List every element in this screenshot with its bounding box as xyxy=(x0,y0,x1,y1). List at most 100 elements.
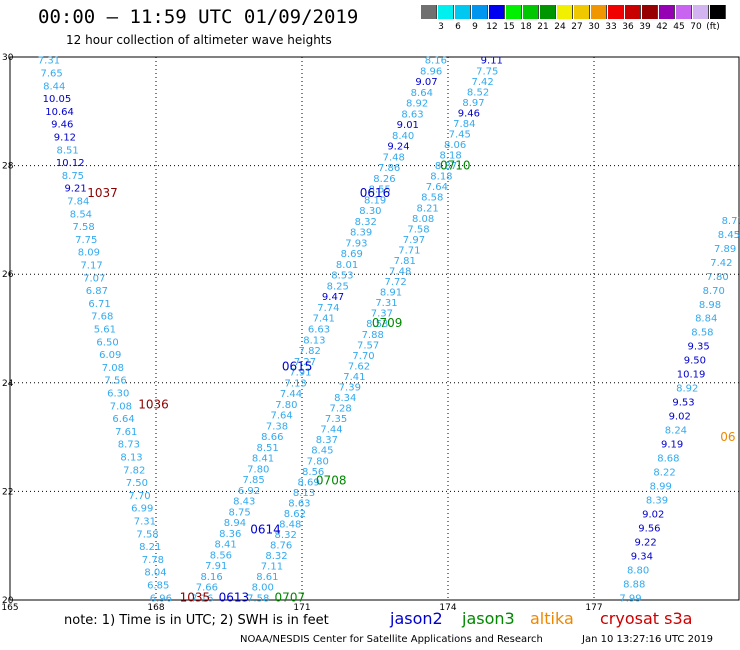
color-swatch xyxy=(523,5,539,19)
wave-height-point: 7.41 xyxy=(313,314,335,325)
wave-height-point: 8.80 xyxy=(627,565,649,576)
pass-label: 1035 xyxy=(180,590,211,604)
wave-height-point: 9.46 xyxy=(51,120,73,131)
wave-height-point: 8.51 xyxy=(56,145,78,156)
wave-height-point: 8.52 xyxy=(467,87,489,98)
color-swatch xyxy=(557,5,573,19)
wave-height-point: 10.05 xyxy=(43,94,72,105)
wave-height-point: 8.73 xyxy=(118,440,140,451)
wave-height-point: 8.37 xyxy=(316,435,338,446)
chart-subtitle: 12 hour collection of altimeter wave hei… xyxy=(66,33,332,47)
wave-height-point: 7.58 xyxy=(247,593,269,604)
wave-height-point: 8.88 xyxy=(623,579,645,590)
wave-height-point: 9.50 xyxy=(684,356,706,367)
wave-height-point: 8.84 xyxy=(695,314,717,325)
wave-height-point: 7.35 xyxy=(325,414,347,425)
color-swatch xyxy=(591,5,607,19)
x-tick-label: 177 xyxy=(585,603,602,613)
color-swatch xyxy=(676,5,692,19)
wave-height-point: 6.92 xyxy=(238,486,260,497)
wave-height-point: 9.53 xyxy=(672,398,694,409)
wave-height-point: 7.78 xyxy=(142,555,164,566)
color-scale-label: 9 xyxy=(472,22,478,32)
wave-height-point: 8.69 xyxy=(341,249,363,260)
wave-height-point: 8.41 xyxy=(214,540,236,551)
wave-height-point: 6.99 xyxy=(131,504,153,515)
wave-height-point: 7.08 xyxy=(102,363,124,374)
wave-height-point: 8.09 xyxy=(78,248,100,259)
y-tick-label: 26 xyxy=(2,270,14,280)
wave-height-point: 8.62 xyxy=(284,509,306,520)
wave-height-point: 7.80 xyxy=(307,456,329,467)
color-swatch xyxy=(506,5,522,19)
color-scale-label: 24 xyxy=(554,22,566,32)
wave-height-point: 9.02 xyxy=(669,412,691,423)
wave-height-point: 7.39 xyxy=(339,382,361,393)
wave-height-point: 8.13 xyxy=(303,335,325,346)
wave-height-point: 9.22 xyxy=(635,537,657,548)
wave-height-point: 8.21 xyxy=(417,203,439,214)
wave-height-point: 8.68 xyxy=(657,454,679,465)
y-tick-label: 24 xyxy=(2,379,14,389)
wave-height-point: 8.30 xyxy=(359,206,381,217)
pass-label: 0708 xyxy=(316,474,347,488)
plot-frame xyxy=(9,56,740,601)
wave-height-point: 7.44 xyxy=(320,425,342,436)
color-scale-label: 12 xyxy=(486,22,498,32)
wave-height-point: 6.85 xyxy=(147,580,169,591)
wave-height-point: 9.11 xyxy=(481,56,503,67)
wave-height-point: 8.64 xyxy=(411,88,433,99)
pass-label: 06 xyxy=(720,430,735,444)
wave-height-point: 8.21 xyxy=(139,542,161,553)
x-tick-label: 168 xyxy=(147,603,164,613)
color-scale-label: 39 xyxy=(639,22,651,32)
color-swatch xyxy=(421,5,437,19)
wave-height-point: 7.81 xyxy=(394,256,416,267)
wave-height-point: 8.34 xyxy=(334,393,356,404)
wave-height-point: 6.71 xyxy=(88,299,110,310)
wave-height-point: 7.07 xyxy=(83,273,105,284)
wave-height-point: 7.82 xyxy=(299,346,321,357)
pass-label: 0709 xyxy=(372,316,403,330)
wave-height-point: 7.80 xyxy=(706,272,728,283)
wave-height-point: 8.06 xyxy=(444,140,466,151)
wave-height-point: 7.72 xyxy=(384,277,406,288)
wave-height-point: 9.35 xyxy=(688,342,710,353)
wave-height-point: 7.84 xyxy=(453,119,475,130)
wave-height-point: 7.82 xyxy=(123,465,145,476)
pass-label: 1036 xyxy=(138,398,169,412)
wave-height-point: 8.70 xyxy=(703,286,725,297)
wave-height-point: 7.91 xyxy=(205,561,227,572)
wave-height-point: 8.32 xyxy=(355,217,377,228)
wave-height-point: 6.87 xyxy=(86,286,108,297)
color-swatch xyxy=(574,5,590,19)
wave-height-point: 8.00 xyxy=(252,583,274,594)
color-scale-label: 6 xyxy=(455,22,461,32)
wave-height-point: 6.96 xyxy=(150,593,172,604)
wave-height-point: 7.75 xyxy=(75,235,97,246)
color-scale-label: 30 xyxy=(588,22,600,32)
wave-height-point: 5.61 xyxy=(94,325,116,336)
wave-height-point: 7.62 xyxy=(348,361,370,372)
wave-height-point: 8.43 xyxy=(233,497,255,508)
wave-height-point: 7.65 xyxy=(40,69,62,80)
wave-height-point: 8.26 xyxy=(373,174,395,185)
wave-height-point: 8.56 xyxy=(302,467,324,478)
wave-height-point: 7.41 xyxy=(343,372,365,383)
wave-height-point: 7.16 xyxy=(191,593,213,604)
wave-height-point: 7.42 xyxy=(710,258,732,269)
wave-height-point: 8.99 xyxy=(650,481,672,492)
wave-height-point: 9.02 xyxy=(642,509,664,520)
wave-height-point: 7.31 xyxy=(134,516,156,527)
wave-height-point: 8.92 xyxy=(406,99,428,110)
wave-height-point: 6.09 xyxy=(99,350,121,361)
wave-height-point: 7.58 xyxy=(407,224,429,235)
color-scale-label: 3 xyxy=(438,22,444,32)
color-swatch xyxy=(472,5,488,19)
wave-height-point: 8.19 xyxy=(364,195,386,206)
wave-height-point: 8.91 xyxy=(380,288,402,299)
wave-height-point: 8.04 xyxy=(144,568,166,579)
color-swatch xyxy=(625,5,641,19)
wave-height-point: 7.64 xyxy=(271,411,293,422)
